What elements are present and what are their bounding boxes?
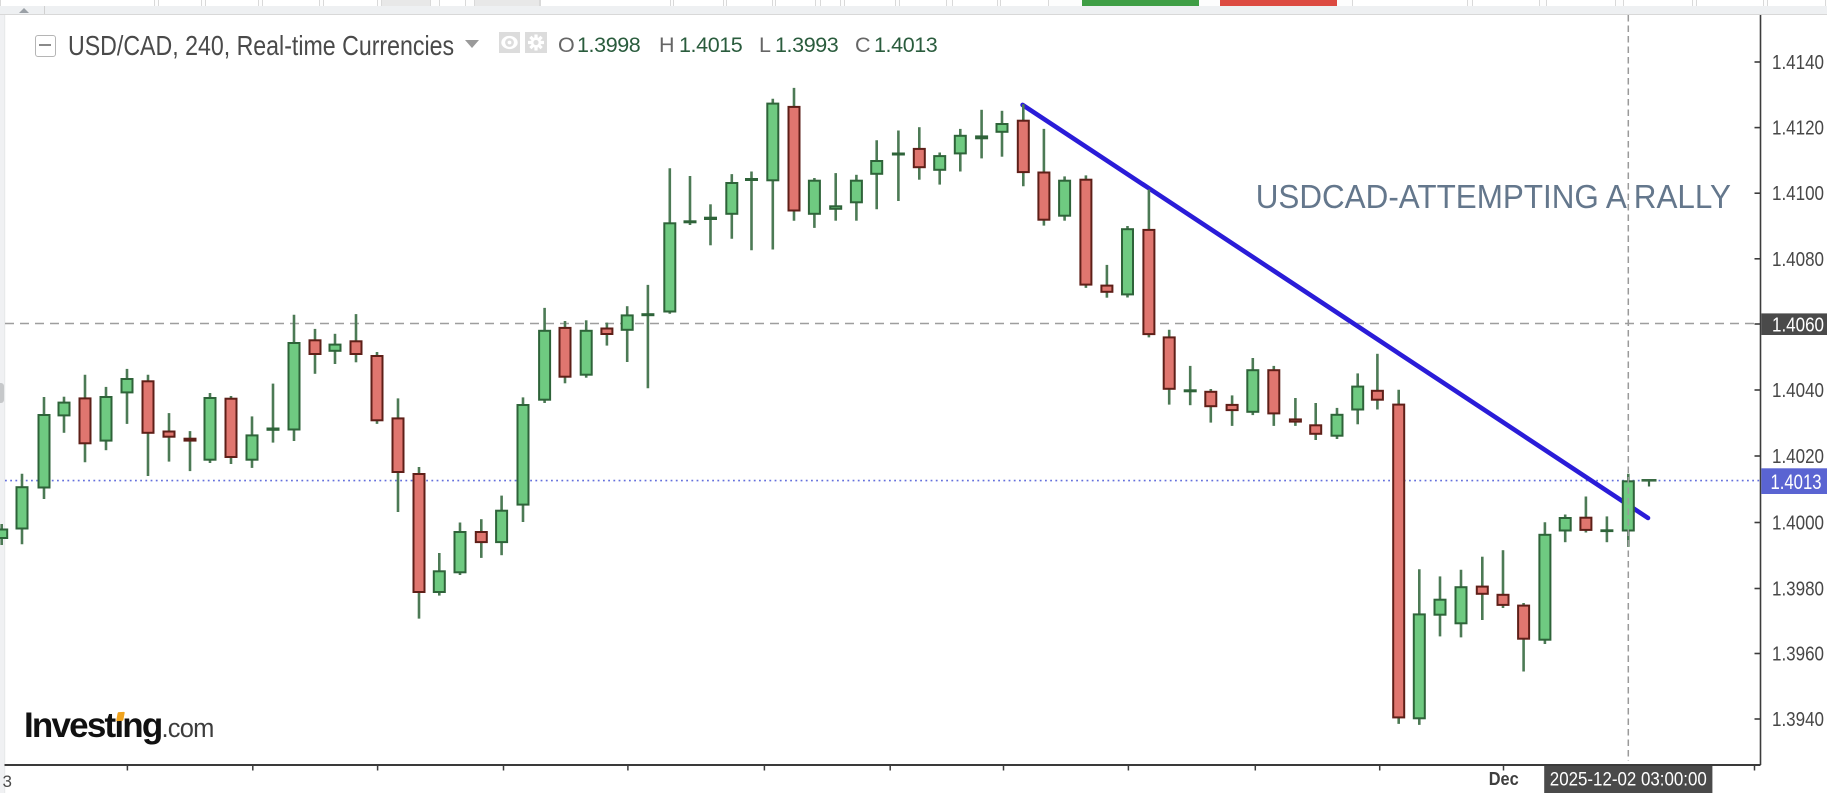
svg-text:1.4060: 1.4060 xyxy=(1772,315,1824,337)
svg-text:1.4000: 1.4000 xyxy=(1772,513,1824,535)
svg-text:1.3940: 1.3940 xyxy=(1772,709,1824,731)
svg-text:USDCAD-ATTEMPTING A RALLY: USDCAD-ATTEMPTING A RALLY xyxy=(1256,178,1731,215)
svg-text:1.4100: 1.4100 xyxy=(1772,183,1824,205)
svg-text:1.4140: 1.4140 xyxy=(1772,52,1824,74)
svg-text:1.3960: 1.3960 xyxy=(1772,644,1824,666)
svg-text:1.4040: 1.4040 xyxy=(1772,380,1824,402)
svg-text:1.4013: 1.4013 xyxy=(1771,471,1822,494)
svg-text:2025-12-02 03:00:00: 2025-12-02 03:00:00 xyxy=(1550,770,1707,791)
svg-text:1.4120: 1.4120 xyxy=(1772,118,1824,140)
svg-text:1.3980: 1.3980 xyxy=(1772,579,1824,601)
svg-text:Dec: Dec xyxy=(1489,768,1519,789)
svg-text:3: 3 xyxy=(3,772,12,791)
svg-text:1.4080: 1.4080 xyxy=(1772,249,1824,271)
svg-text:1.4020: 1.4020 xyxy=(1772,446,1824,468)
